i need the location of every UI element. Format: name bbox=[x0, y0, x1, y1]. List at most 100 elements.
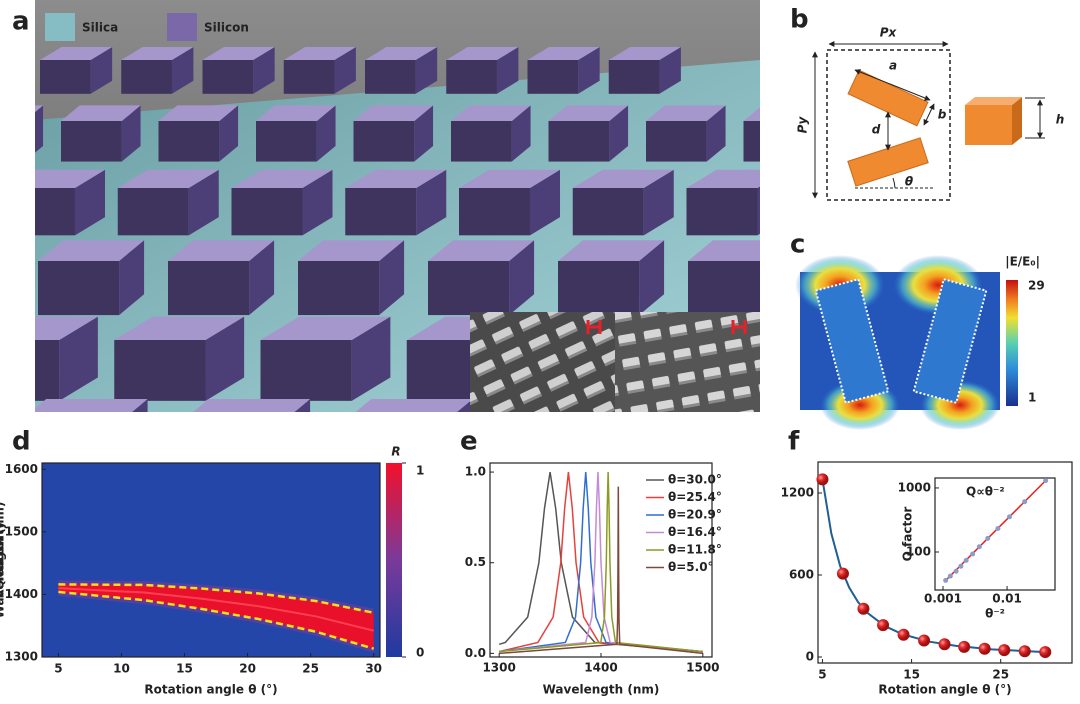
box-top bbox=[365, 47, 438, 60]
x-tick-label: 15 bbox=[903, 668, 920, 682]
q-point bbox=[918, 634, 931, 647]
x-tick-label: 0.01 bbox=[992, 592, 1022, 606]
box-front bbox=[283, 60, 335, 94]
legend-label: θ=11.8° bbox=[668, 543, 722, 557]
box-top bbox=[35, 169, 106, 188]
panel-label: f bbox=[788, 427, 800, 457]
box-top bbox=[168, 240, 275, 261]
x-tick-label: 10 bbox=[113, 662, 130, 676]
box-top bbox=[451, 105, 531, 121]
box-top bbox=[193, 399, 311, 412]
inset-point bbox=[1022, 499, 1028, 505]
box-side bbox=[74, 169, 106, 236]
box-front bbox=[158, 121, 220, 162]
q-point bbox=[877, 619, 890, 632]
y-tick-label: 1200 bbox=[781, 486, 814, 500]
inset-fit bbox=[945, 480, 1047, 581]
x-tick-label: 5 bbox=[818, 668, 826, 682]
box-top bbox=[283, 47, 356, 60]
box-top bbox=[256, 105, 336, 121]
dimension-label: θ bbox=[905, 175, 913, 189]
inset-point bbox=[1006, 514, 1012, 520]
y-axis-label: Wavelength (nm) bbox=[0, 502, 7, 619]
box-side bbox=[414, 105, 434, 162]
legend-label: θ=20.9° bbox=[668, 508, 722, 522]
box-side bbox=[457, 399, 473, 412]
box-front bbox=[40, 60, 91, 94]
colorbar-tick-label: 29 bbox=[1028, 279, 1045, 293]
y-tick-label: 1400 bbox=[5, 587, 38, 601]
box-top bbox=[61, 105, 141, 121]
x-axis-label: Rotation angle θ (°) bbox=[144, 683, 277, 697]
y-tick-label: 0 bbox=[806, 649, 814, 663]
box-top bbox=[35, 105, 44, 113]
box-side bbox=[351, 316, 391, 401]
x-axis-label: Wavelength (nm) bbox=[543, 683, 660, 697]
box-front bbox=[527, 60, 579, 94]
box-front bbox=[256, 121, 317, 162]
x-tick-label: 1500 bbox=[686, 661, 719, 675]
legend-label: θ=30.0° bbox=[668, 473, 722, 487]
unit-cell bbox=[826, 49, 951, 201]
box-side bbox=[59, 316, 98, 401]
box-top bbox=[992, 317, 1080, 340]
q-point bbox=[1039, 646, 1052, 659]
box-side bbox=[496, 47, 519, 94]
box-front bbox=[35, 340, 60, 401]
box-front bbox=[686, 188, 758, 236]
box-top bbox=[345, 169, 447, 188]
box-top bbox=[0, 47, 31, 60]
box-top bbox=[121, 47, 194, 60]
q-point bbox=[897, 628, 910, 641]
panel-label: a bbox=[12, 7, 30, 37]
x-tick-label: 1300 bbox=[482, 661, 515, 675]
box-side bbox=[659, 47, 681, 94]
y-tick-label: 1.0 bbox=[465, 465, 486, 479]
rod bbox=[847, 137, 929, 187]
q-point bbox=[857, 602, 870, 615]
box-front bbox=[608, 60, 660, 94]
box-front bbox=[117, 188, 189, 236]
inset-point bbox=[963, 557, 969, 563]
q-point bbox=[836, 567, 849, 580]
box-top bbox=[0, 240, 14, 261]
box-front bbox=[121, 60, 172, 94]
colorbar bbox=[386, 463, 402, 657]
box-top bbox=[572, 169, 674, 188]
box-top bbox=[688, 240, 760, 261]
charts: 5 10 15 20 25 30 1300 1400 1500 1600 R 0 1 d Rotation … bbox=[0, 427, 1073, 697]
panel-label: c bbox=[790, 230, 805, 260]
render-3d bbox=[0, 0, 1080, 412]
plot-frame bbox=[817, 461, 1073, 664]
inset-point bbox=[976, 544, 982, 550]
box-front bbox=[114, 340, 206, 401]
legend-swatch bbox=[167, 13, 197, 41]
box-side bbox=[121, 105, 141, 162]
dimension-label: b bbox=[938, 108, 947, 122]
y-tick-label: 1600 bbox=[5, 462, 38, 476]
box-front bbox=[61, 121, 122, 162]
resonance-line bbox=[58, 587, 374, 632]
box-top bbox=[527, 47, 600, 60]
box-front bbox=[743, 121, 760, 162]
box-top bbox=[38, 240, 145, 261]
inset-x-label: θ⁻² bbox=[985, 607, 1005, 621]
box-top bbox=[646, 105, 726, 121]
dimension-label: Px bbox=[880, 26, 898, 40]
reflectivity-line bbox=[499, 472, 703, 653]
box-front bbox=[260, 340, 352, 401]
box-side bbox=[35, 105, 44, 153]
box-top bbox=[40, 47, 113, 60]
box-side bbox=[578, 47, 600, 94]
x-tick-label: 25 bbox=[302, 662, 319, 676]
panel-label: e bbox=[460, 427, 478, 457]
box-side bbox=[643, 169, 674, 236]
sem-inset bbox=[470, 312, 760, 412]
box-front bbox=[451, 121, 512, 162]
unit-cell-diagram bbox=[812, 41, 1045, 201]
box-side bbox=[379, 240, 405, 316]
x-tick-label: 15 bbox=[176, 662, 193, 676]
box-top bbox=[558, 240, 665, 261]
box-side bbox=[609, 105, 629, 162]
